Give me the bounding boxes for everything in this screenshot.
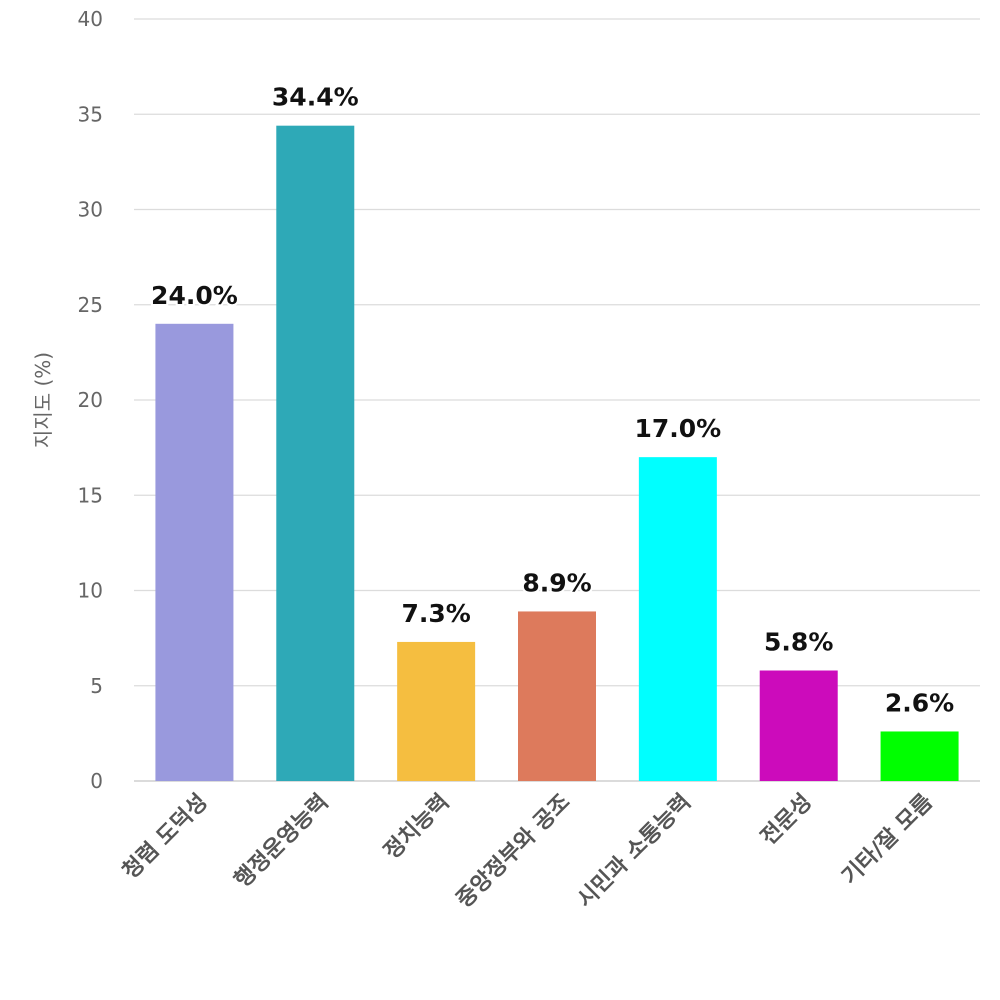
y-tick-label: 10 (78, 579, 103, 603)
bar-1 (155, 323, 234, 781)
bar-6 (759, 670, 838, 781)
y-tick-label: 30 (78, 198, 103, 222)
data-label: 24.0% (151, 281, 238, 310)
x-tick-label: 시민과 소통능력 (573, 790, 696, 913)
x-tick-label: 전문성 (756, 790, 817, 851)
y-axis-ticks: 0 5 10 15 20 25 30 35 40 (78, 7, 103, 793)
bars (155, 125, 959, 782)
data-label: 5.8% (764, 628, 833, 657)
data-label: 34.4% (272, 83, 359, 112)
data-labels: 24.0% 34.4% 7.3% 8.9% 17.0% 5.8% 2.6% (149, 81, 956, 720)
data-label: 7.3% (401, 599, 470, 628)
y-axis-label: 지지도 (%) (31, 352, 55, 448)
y-tick-label: 20 (78, 388, 103, 412)
x-tick-label: 기타/잘 모름 (837, 790, 937, 890)
x-tick-label: 청렴 도덕성 (118, 790, 213, 885)
x-tick-label: 중앙정부와 공조 (452, 790, 575, 913)
bar-7 (880, 731, 959, 781)
y-tick-label: 0 (90, 769, 103, 793)
bar-2 (276, 125, 355, 782)
x-tick-label: 정치능력 (379, 790, 454, 865)
y-tick-label: 25 (78, 293, 103, 317)
bar-4 (518, 611, 596, 781)
data-label: 17.0% (634, 414, 721, 443)
data-label: 2.6% (885, 688, 954, 717)
bar-5 (638, 457, 717, 781)
y-tick-label: 35 (78, 102, 103, 126)
y-tick-label: 40 (78, 7, 103, 31)
data-label: 8.9% (522, 568, 591, 597)
y-tick-label: 15 (78, 483, 103, 507)
y-tick-label: 5 (90, 674, 103, 698)
x-tick-label: 행정운영능력 (230, 790, 334, 894)
bar-3 (397, 641, 476, 781)
gridlines (134, 18, 980, 782)
